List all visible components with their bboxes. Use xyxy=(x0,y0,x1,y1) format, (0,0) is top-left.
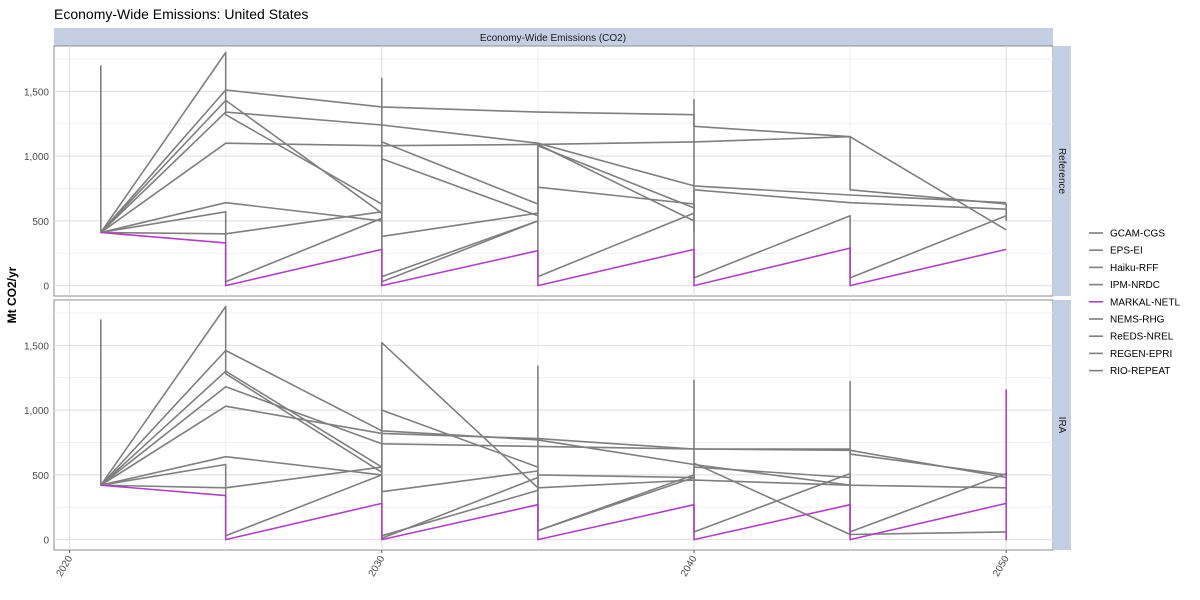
series-line-markal-netl xyxy=(100,389,1007,541)
facet-strip xyxy=(54,28,1053,46)
y-axis-label: Mt CO2/yr xyxy=(5,266,19,323)
y-tick-label: 1,000 xyxy=(24,152,49,163)
x-tick-label: 2030 xyxy=(367,554,388,579)
panel-strip-label: IRA xyxy=(1056,417,1067,434)
y-tick-label: 0 xyxy=(43,282,49,293)
y-tick-label: 0 xyxy=(43,536,49,547)
legend-label: EPS-EI xyxy=(1110,246,1143,257)
series-line-ipm-nrdc xyxy=(100,305,1007,536)
legend-label: RIO-REPEAT xyxy=(1110,366,1170,377)
y-tick-label: 500 xyxy=(32,217,49,228)
series-line-rio-repeat xyxy=(100,77,695,283)
panel-background xyxy=(53,299,1054,551)
gridlines xyxy=(54,46,1053,296)
y-tick-label: 1,500 xyxy=(24,341,49,352)
legend-label: Haiku-RFF xyxy=(1110,263,1158,274)
x-tick-label: 2040 xyxy=(679,554,700,579)
series-line-markal-netl xyxy=(100,231,1007,287)
y-tick-label: 1,000 xyxy=(24,406,49,417)
x-tick-label: 2020 xyxy=(55,554,76,579)
legend-label: MARKAL-NETL xyxy=(1110,297,1180,308)
panel-reference: 0 500 1,000 1,500 Reference xyxy=(24,45,1071,297)
legend: GCAM-CGS EPS-EI Haiku-RFF IPM-NRDC MARKAL-NE… xyxy=(1089,229,1180,377)
x-tick-label: 2050 xyxy=(991,554,1012,579)
legend-label: NEMS-RHG xyxy=(1110,315,1165,326)
panel-ira: 0 500 1,000 1,500 IRA xyxy=(24,299,1071,551)
legend-label: REGEN-EPRI xyxy=(1110,349,1172,360)
facet-title: Economy-Wide Emissions (CO2) xyxy=(480,33,626,44)
legend-label: GCAM-CGS xyxy=(1110,229,1165,240)
legend-label: ReEDS-NREL xyxy=(1110,332,1174,343)
panel-strip-label: Reference xyxy=(1056,148,1067,195)
y-tick-label: 1,500 xyxy=(24,87,49,98)
panel-strip xyxy=(1053,300,1071,550)
y-tick-label: 500 xyxy=(32,471,49,482)
legend-label: IPM-NRDC xyxy=(1110,280,1160,291)
series-line-gcam-cgs xyxy=(100,65,1007,234)
panel-strip xyxy=(1053,46,1071,296)
chart-title: Economy-Wide Emissions: United States xyxy=(54,6,308,22)
